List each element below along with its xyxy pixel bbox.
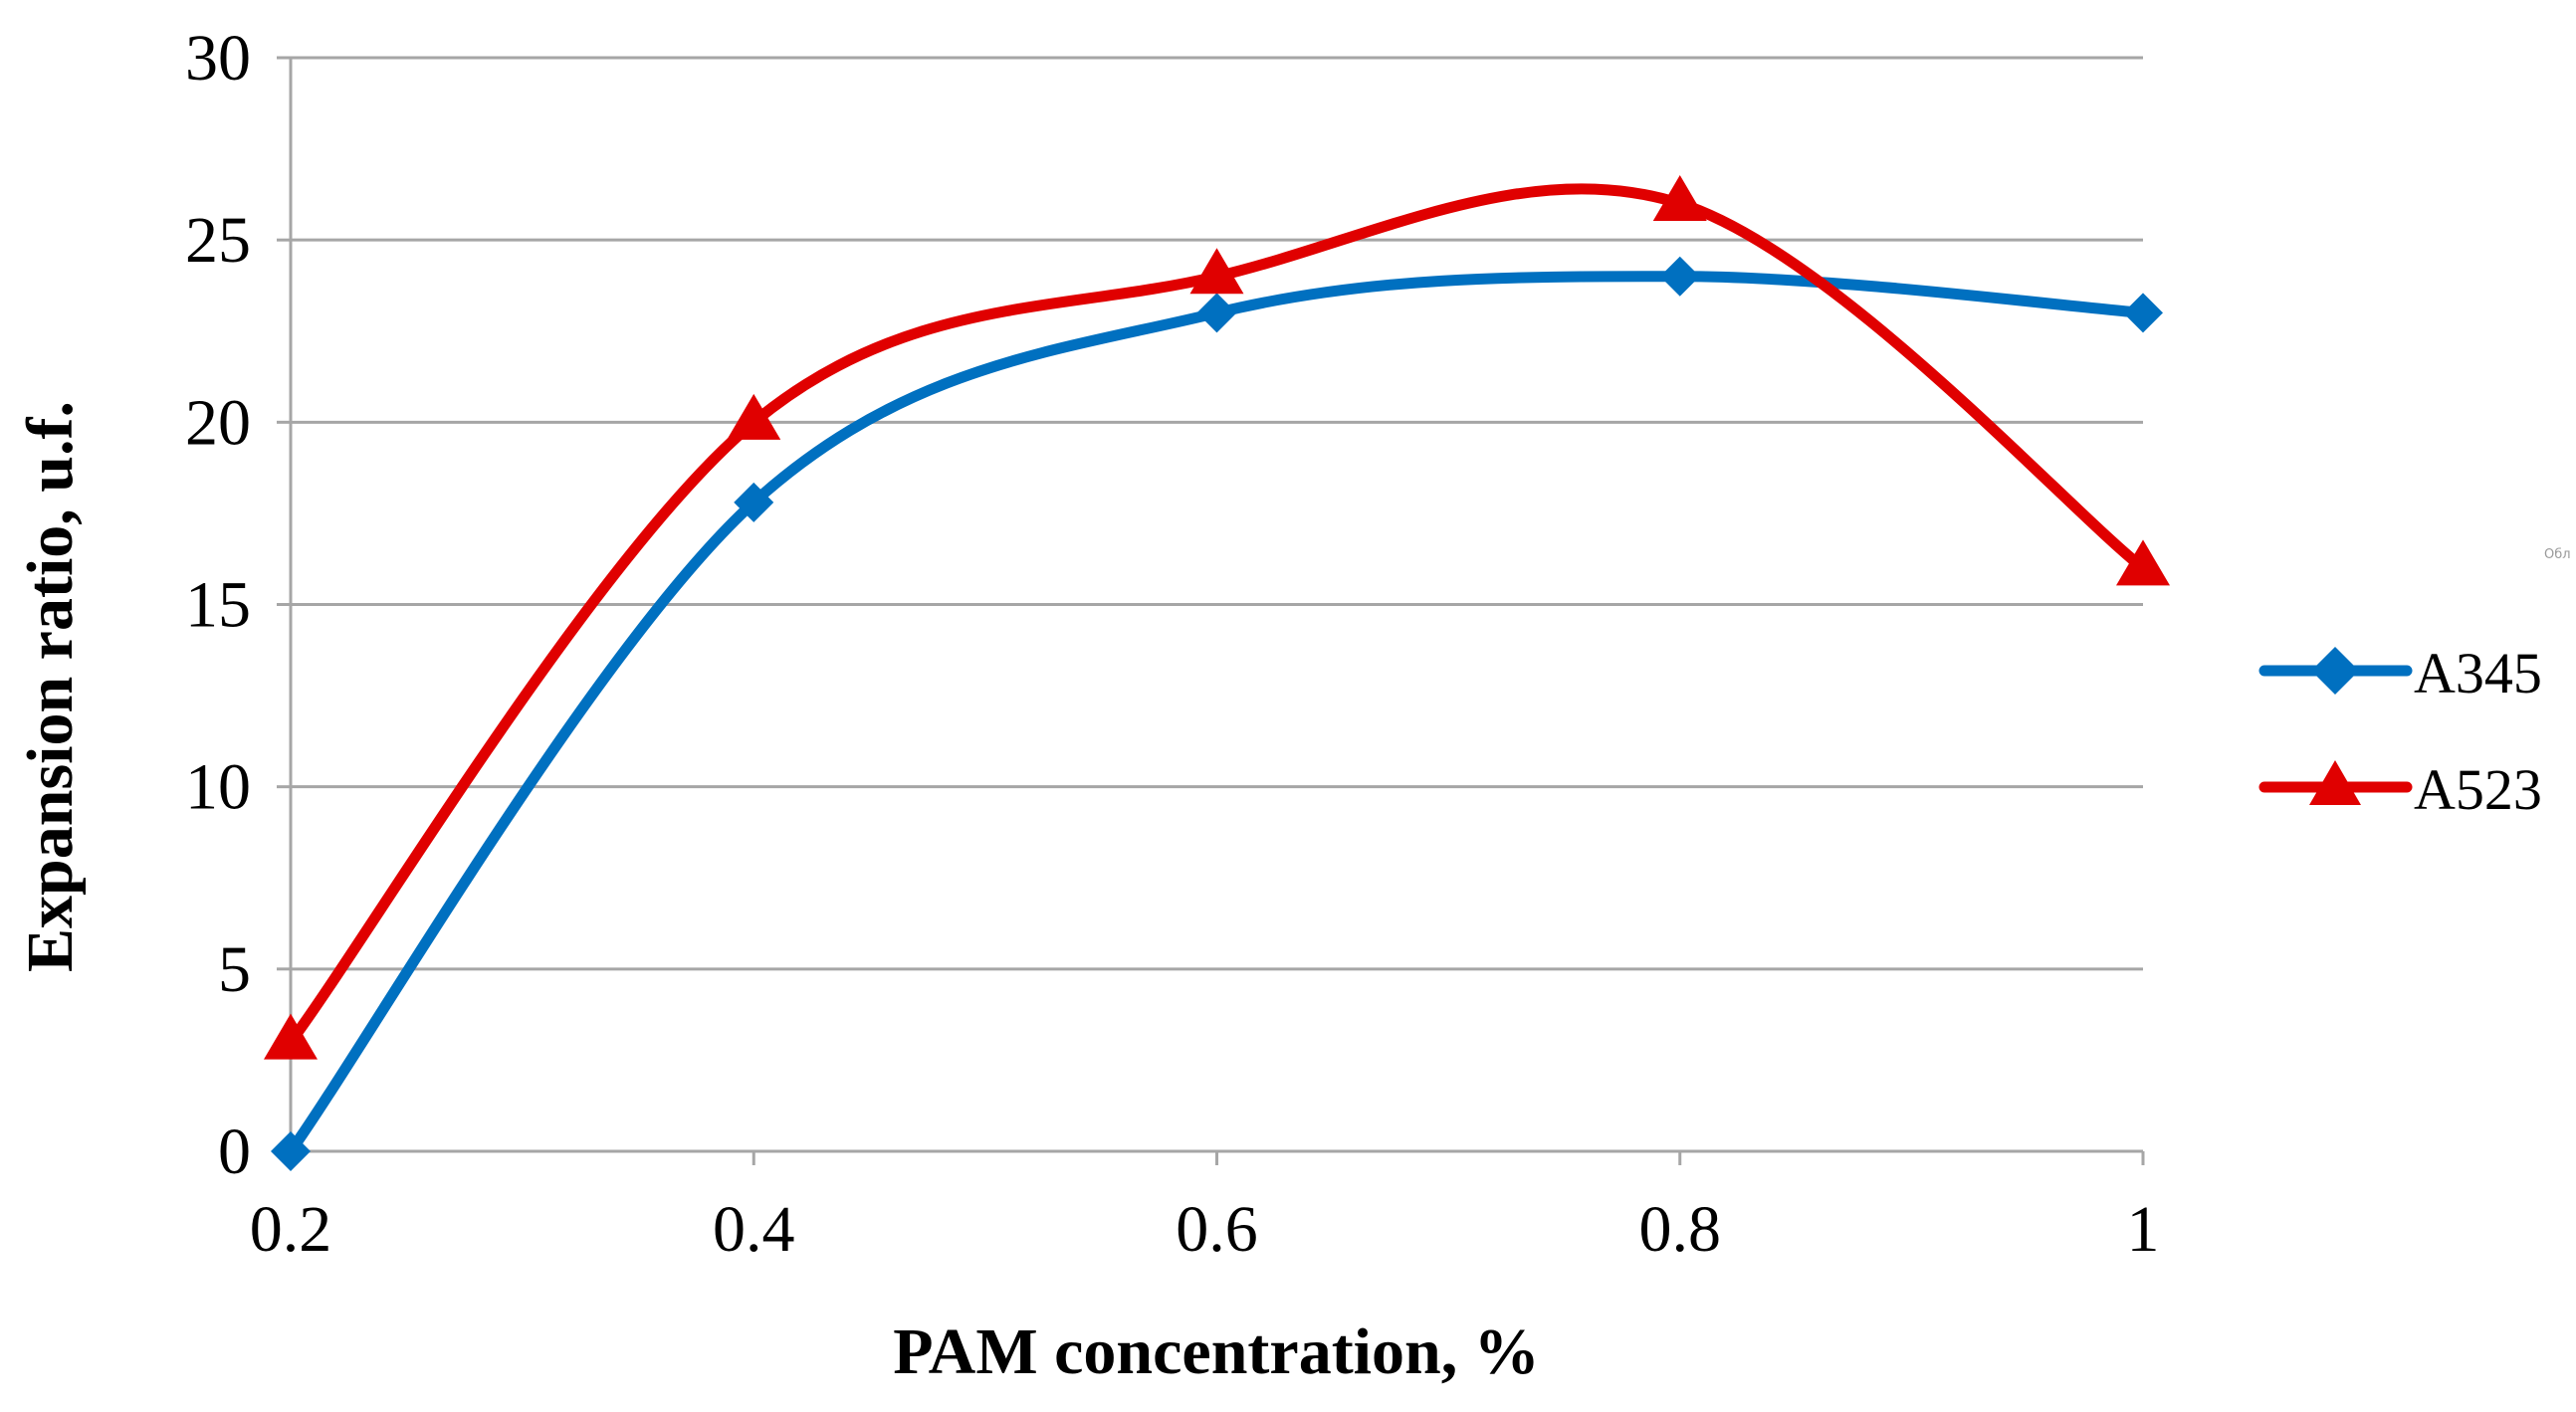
data-point-a345-2 — [1196, 293, 1237, 333]
legend-swatch-a523-marker — [2309, 760, 2361, 805]
y-tick-label-10: 10 — [185, 751, 251, 824]
series-line-a345 — [285, 271, 2149, 1157]
data-point-a523-4 — [2116, 539, 2170, 586]
data-point-a523-3 — [1652, 175, 1707, 222]
y-axis-title: Expansion ratio, u.f. — [14, 401, 87, 972]
legend-swatch-a345-marker — [2311, 647, 2359, 695]
data-point-a523-1 — [727, 393, 781, 440]
x-tick-label-1: 0.4 — [713, 1193, 795, 1266]
x-tick-label-0: 0.2 — [250, 1193, 332, 1266]
y-tick-label-0: 0 — [218, 1115, 251, 1188]
y-tick-label-30: 30 — [185, 22, 251, 95]
x-axis-title: PAM concentration, % — [893, 1315, 1539, 1388]
x-tick-label-2: 0.6 — [1176, 1193, 1258, 1266]
legend-label-a523: A523 — [2414, 757, 2542, 822]
legend-label-a345: A345 — [2414, 641, 2542, 706]
data-point-a345-4 — [2123, 293, 2163, 333]
series-line-a523 — [285, 183, 2149, 1048]
y-tick-label-15: 15 — [185, 569, 251, 642]
y-tick-labels: 0 5 10 15 20 25 30 — [185, 22, 251, 1188]
data-point-a523-0 — [264, 1013, 318, 1060]
y-tick-label-5: 5 — [218, 933, 251, 1006]
legend-item-a345[interactable]: A345 — [2258, 641, 2542, 706]
series-lines — [285, 183, 2149, 1157]
x-tick-label-3: 0.8 — [1639, 1193, 1722, 1266]
data-point-a345-1 — [734, 482, 774, 522]
legend-item-a523[interactable]: A523 — [2258, 757, 2542, 822]
data-point-a345-0 — [271, 1131, 311, 1171]
watermark-text: Обл — [2544, 547, 2571, 562]
y-tick-label-20: 20 — [185, 386, 251, 459]
data-point-a523-2 — [1189, 248, 1244, 295]
gridlines — [291, 56, 2143, 971]
legend: A345 A523 — [2258, 641, 2542, 822]
axes — [277, 56, 2145, 1165]
x-tick-labels: 0.2 0.4 0.6 0.8 1 — [250, 1193, 2160, 1266]
series-markers — [264, 175, 2170, 1171]
x-tick-label-4: 1 — [2127, 1193, 2160, 1266]
y-tick-label-25: 25 — [185, 204, 251, 277]
data-point-a345-3 — [1659, 256, 1700, 297]
